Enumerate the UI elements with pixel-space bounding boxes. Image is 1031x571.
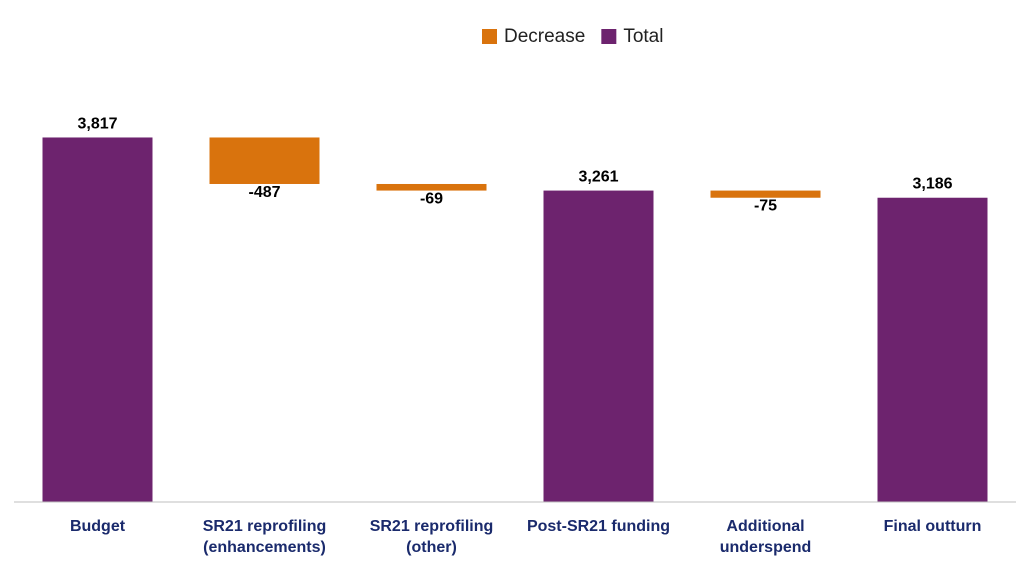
x-tick-label: Additional underspend xyxy=(719,518,812,556)
total-bar xyxy=(42,137,153,502)
x-tick-label: Budget xyxy=(69,518,126,535)
data-label: 3,817 xyxy=(77,115,117,132)
data-label: 3,261 xyxy=(578,169,618,186)
data-label: -69 xyxy=(420,191,443,208)
x-tick-label: SR21 reprofiling (enhancements) xyxy=(202,518,327,556)
data-label: 3,186 xyxy=(912,176,952,193)
legend-swatch xyxy=(601,29,617,44)
total-bar xyxy=(877,197,988,502)
data-label: -487 xyxy=(248,184,280,201)
x-tick-label: Post-SR21 funding xyxy=(526,518,671,535)
legend-swatch xyxy=(482,29,497,44)
total-bar xyxy=(543,190,654,502)
x-tick-label: Final outturn xyxy=(883,518,982,535)
data-label: -75 xyxy=(754,198,777,215)
decrease-bar xyxy=(710,190,821,198)
decrease-bar xyxy=(209,137,320,184)
x-tick-label: SR21 reprofiling (other) xyxy=(369,518,494,556)
legend-label: Total xyxy=(623,26,663,47)
decrease-bar xyxy=(376,183,487,191)
legend-label: Decrease xyxy=(504,26,585,47)
